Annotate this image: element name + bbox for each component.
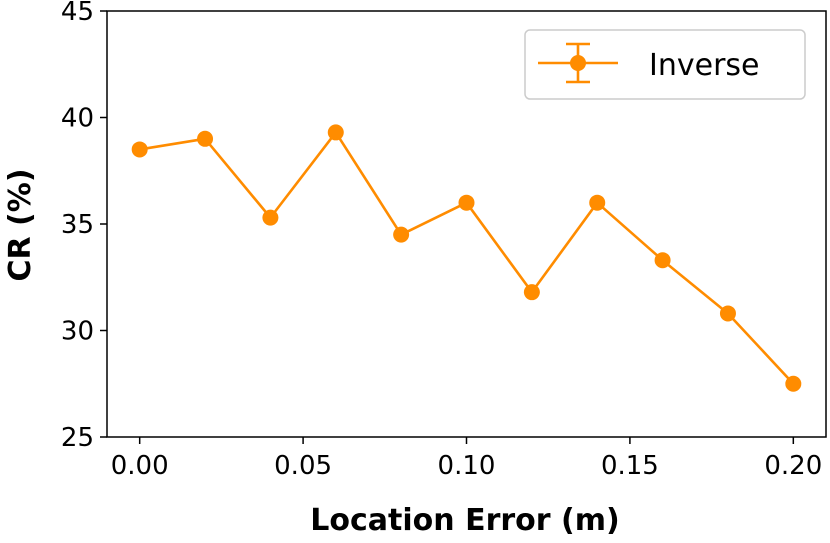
series-layer — [131, 124, 802, 392]
x-tick-label: 0.00 — [111, 451, 169, 481]
legend: Inverse — [524, 29, 806, 100]
x-tick-label: 0.10 — [438, 451, 496, 481]
series-line-inverse — [139, 131, 795, 385]
data-point — [523, 284, 540, 301]
data-point — [589, 194, 606, 211]
data-point — [131, 141, 148, 158]
y-tick-label: 40 — [61, 104, 94, 134]
legend-dot — [570, 55, 586, 71]
legend-frame — [524, 29, 806, 100]
x-tick-label: 0.15 — [601, 451, 659, 481]
y-tick-label: 30 — [61, 317, 94, 347]
data-point — [197, 130, 214, 147]
data-point — [785, 375, 802, 392]
legend-label-inverse: Inverse — [649, 48, 760, 83]
y-tick-label: 45 — [61, 0, 94, 27]
axes: Location Error (m) CR (%) 0.00 0.05 0.10 0.… — [3, 0, 822, 538]
x-tick-label: 0.20 — [764, 451, 822, 481]
x-tick-label: 0.05 — [274, 451, 332, 481]
data-point — [327, 124, 344, 141]
y-axis-title: CR (%) — [3, 168, 38, 281]
data-point — [458, 194, 475, 211]
x-axis-title: Location Error (m) — [310, 503, 619, 538]
data-point — [262, 209, 279, 226]
data-point — [719, 305, 736, 322]
legend-series-marker — [538, 42, 618, 84]
y-tick-label: 25 — [61, 423, 94, 453]
y-tick-label: 35 — [61, 210, 94, 240]
data-point — [654, 252, 671, 269]
data-point — [393, 226, 410, 243]
